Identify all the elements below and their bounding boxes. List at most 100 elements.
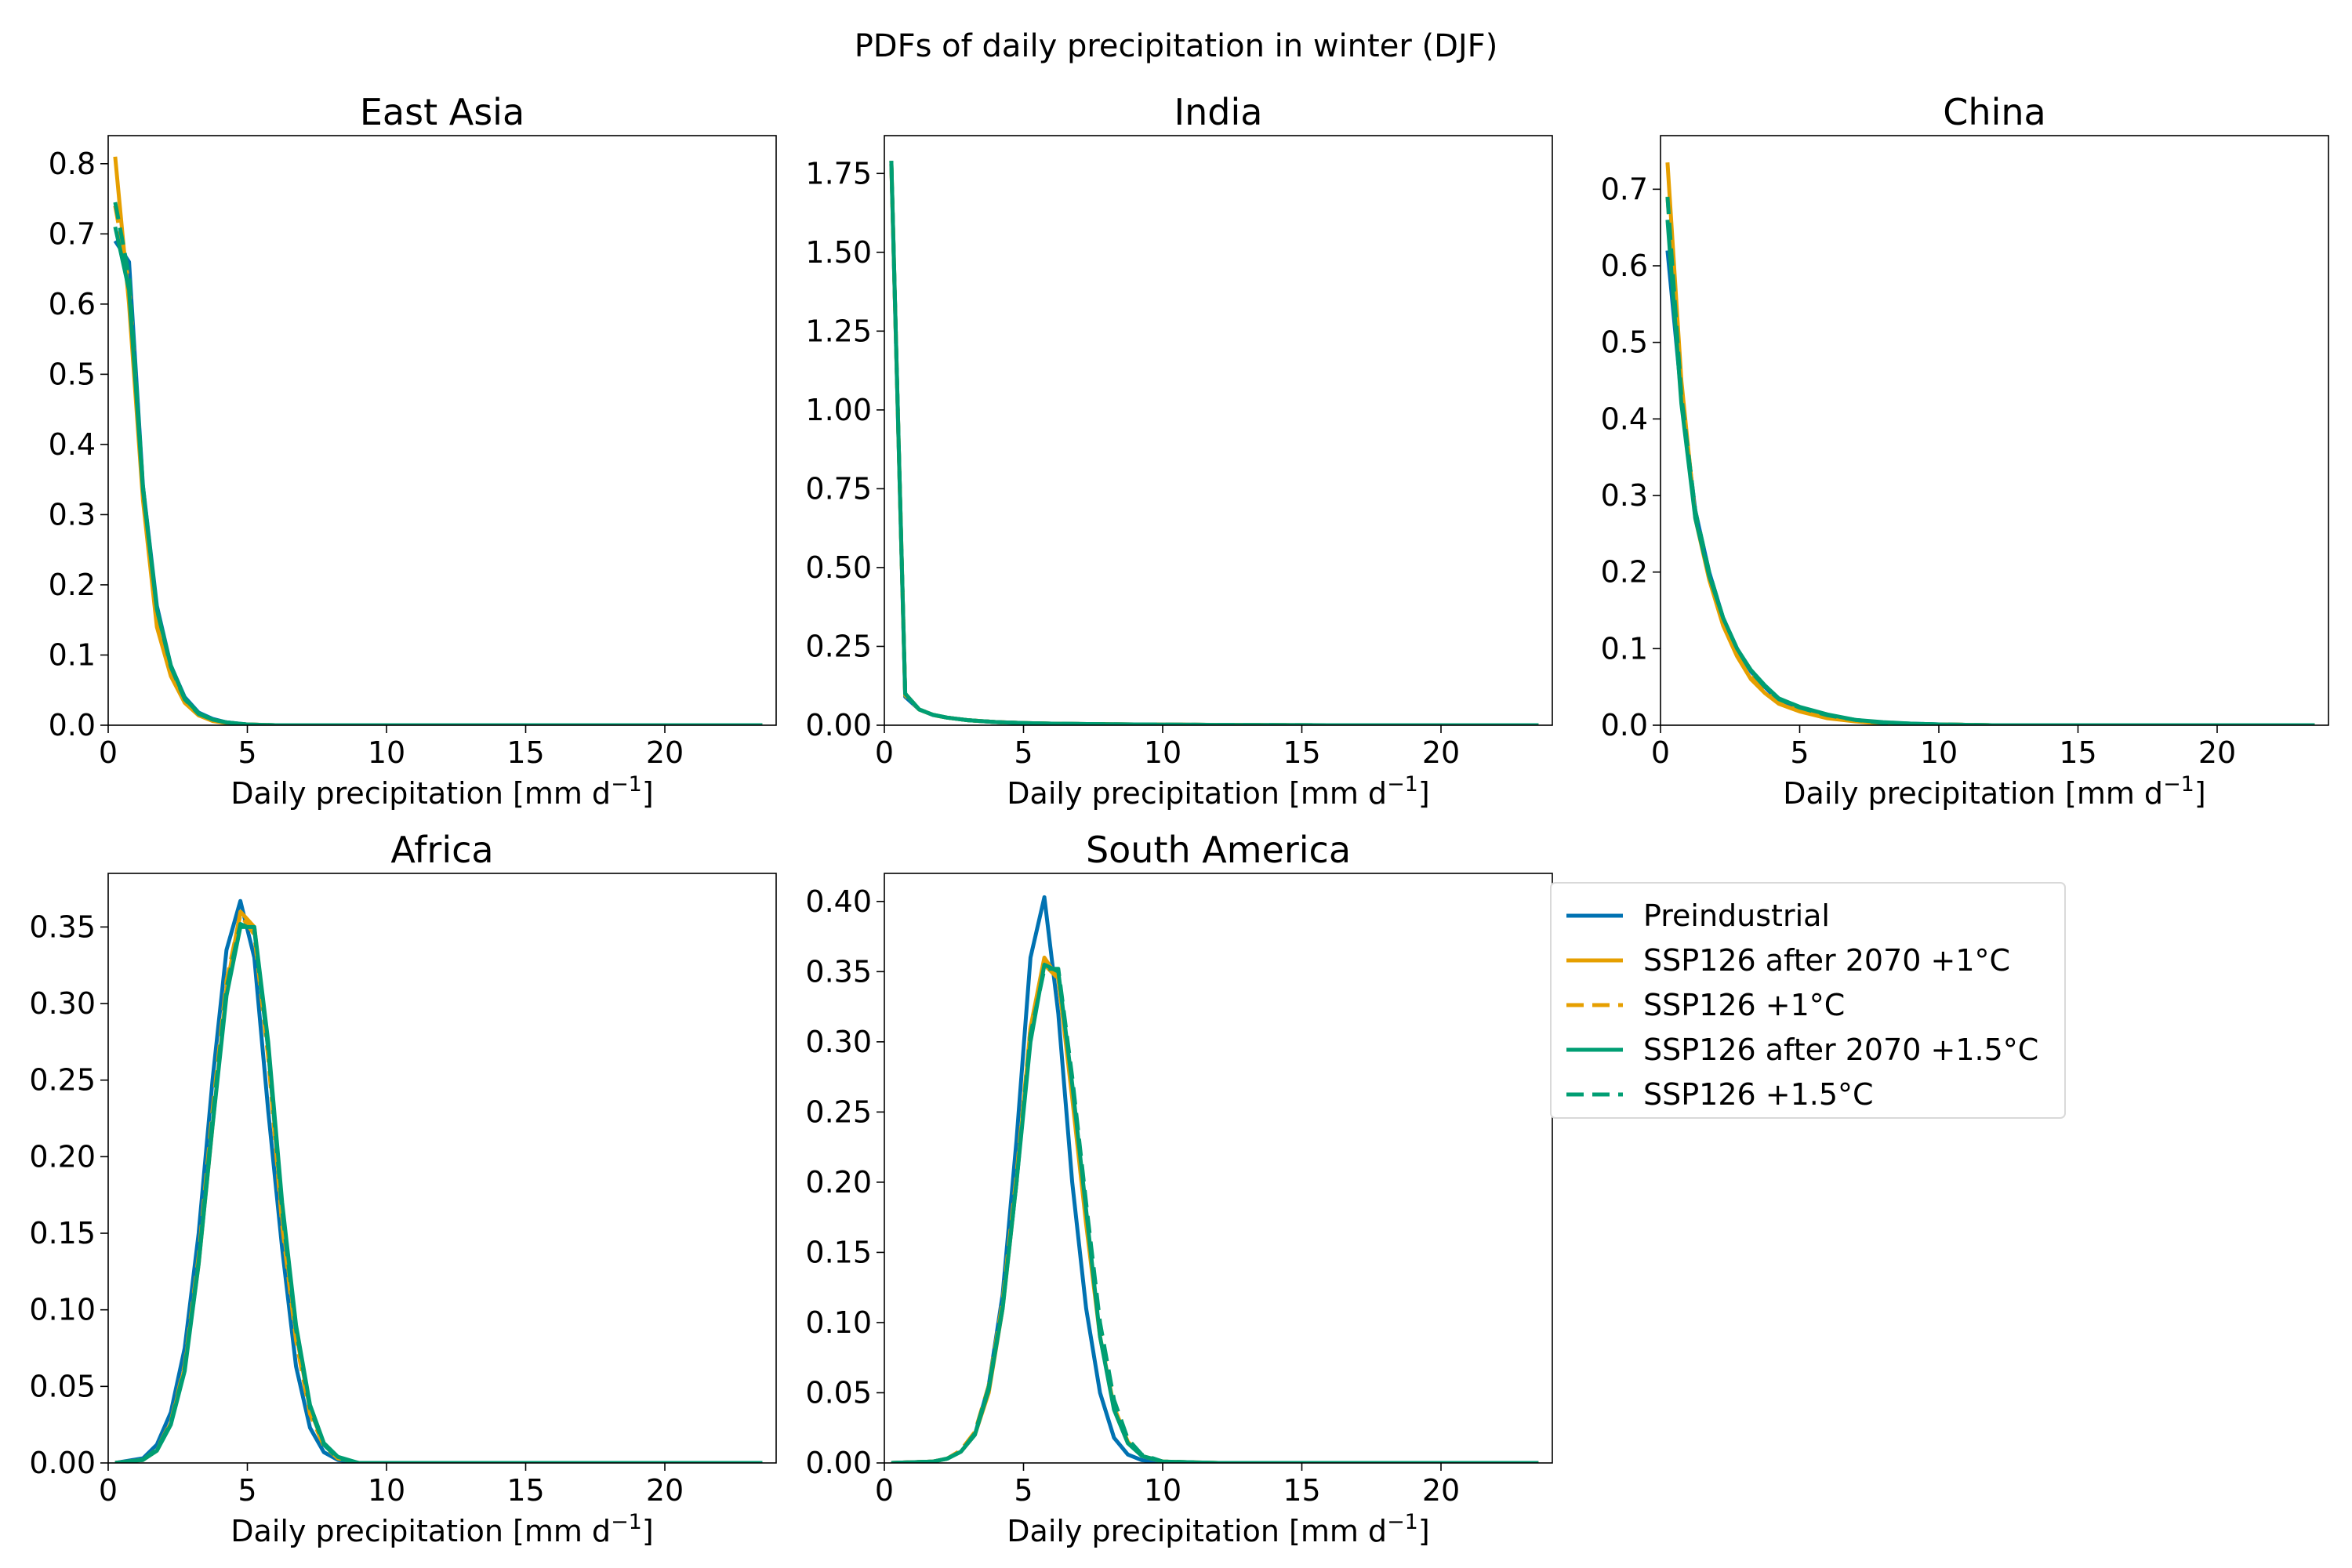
y-tick-label: 0.0 [49, 708, 96, 742]
panel-4: South America 0 5 10 15 20 0.00 0.05 0.10 0.15 0.2… [805, 829, 1553, 1548]
legend-label: SSP126 after 2070 +1.5°C [1643, 1033, 2038, 1067]
x-tick-label: 15 [1283, 735, 1320, 770]
x-axis-label-main: Daily precipitation [mm d [230, 1514, 611, 1548]
x-axis-label-sup: −1 [1387, 1510, 1418, 1534]
y-tick-label: 1.25 [805, 314, 872, 348]
panel-3: Africa 0 5 10 15 20 0.00 0.05 0.10 0.15 0.20 0.25 0.… [29, 829, 777, 1548]
panel-0: East Asia 0 5 10 15 20 0.0 0.1 0.2 0.3 0.4 0.5 0.6 0.… [49, 91, 777, 811]
panel-title: India [1174, 91, 1263, 133]
y-tick-label: 0.4 [49, 427, 96, 462]
x-tick-label: 15 [1283, 1473, 1320, 1508]
y-tick-label: 0.8 [49, 147, 96, 181]
y-tick-label: 0.20 [805, 1165, 872, 1200]
x-axis-label-sup: −1 [611, 1510, 642, 1534]
series-line [114, 909, 763, 1463]
y-tick-label: 0.1 [49, 637, 96, 672]
x-axis-label-tail: ] [1418, 776, 1430, 811]
panel-2: China 0 5 10 15 20 0.0 0.1 0.2 0.3 0.4 0.5 0.6 0.7 Dai… [1601, 91, 2329, 811]
x-tick-label: 15 [2059, 735, 2096, 770]
panel-title: China [1943, 91, 2045, 133]
series-line [114, 898, 763, 1463]
y-tick-label: 0.6 [1601, 249, 1648, 283]
x-tick-label: 20 [1422, 735, 1460, 770]
y-tick-label: 0.4 [1601, 401, 1648, 436]
y-tick-label: 0.1 [1601, 631, 1648, 666]
y-tick-label: 0.20 [29, 1139, 96, 1174]
series-group [891, 895, 1539, 1463]
x-axis-label-tail: ] [642, 776, 654, 811]
y-tick-label: 0.5 [1601, 325, 1648, 360]
axes-frame [107, 135, 777, 726]
series-group [113, 156, 763, 725]
y-tick-label: 0.15 [805, 1235, 872, 1269]
series-line [891, 895, 1539, 1463]
y-tick-label: 0.25 [29, 1063, 96, 1098]
series-line [889, 161, 1539, 725]
figure-suptitle: PDFs of daily precipitation in winter (D… [855, 28, 1498, 64]
x-tick-label: 0 [99, 1473, 118, 1508]
x-axis-label-main: Daily precipitation [mm d [1007, 1514, 1387, 1548]
x-tick-label: 10 [1144, 1473, 1181, 1508]
y-tick-label: 0.75 [805, 471, 872, 506]
x-axis-label-sup: −1 [1387, 772, 1418, 797]
x-axis-label-sup: −1 [611, 772, 642, 797]
series-line [1665, 196, 2315, 725]
y-tick-label: 0.5 [49, 357, 96, 391]
x-tick-label: 0 [875, 1473, 894, 1508]
y-tick-label: 0.35 [29, 909, 96, 944]
x-axis-label: Daily precipitation [mm d−1] [1007, 1510, 1429, 1548]
x-tick-label: 20 [1422, 1473, 1460, 1508]
y-tick-label: 0.0 [1601, 708, 1648, 742]
series-line [889, 164, 1539, 725]
series-line [114, 924, 763, 1463]
y-tick-label: 0.05 [29, 1369, 96, 1403]
x-tick-label: 10 [1920, 735, 1958, 770]
legend: Preindustrial SSP126 after 2070 +1°C SSP12… [1550, 882, 2066, 1119]
series-line [114, 922, 763, 1463]
x-axis-label-main: Daily precipitation [mm d [1007, 776, 1387, 811]
axes-frame [107, 873, 777, 1464]
y-tick-label: 0.2 [49, 568, 96, 602]
x-tick-label: 5 [238, 735, 256, 770]
y-tick-label: 0.40 [805, 884, 872, 919]
x-axis-label: Daily precipitation [mm d−1] [1783, 772, 2205, 811]
y-tick-label: 1.00 [805, 393, 872, 427]
legend-box [1550, 882, 2066, 1119]
y-tick-label: 0.50 [805, 550, 872, 585]
series-line [1665, 162, 2315, 725]
x-axis-label-tail: ] [642, 1514, 654, 1548]
y-tick-label: 0.7 [49, 216, 96, 251]
y-tick-label: 0.10 [805, 1305, 872, 1340]
x-axis-label-tail: ] [1418, 1514, 1430, 1548]
axes-frame [1660, 135, 2329, 726]
x-tick-label: 15 [506, 735, 544, 770]
series-line [113, 239, 763, 725]
y-tick-label: 0.00 [805, 708, 872, 742]
series-line [113, 226, 763, 725]
axes-frame [884, 135, 1553, 726]
x-axis-label: Daily precipitation [mm d−1] [1007, 772, 1429, 811]
y-tick-label: 0.30 [29, 986, 96, 1021]
x-tick-label: 15 [506, 1473, 544, 1508]
y-tick-label: 0.05 [805, 1375, 872, 1410]
x-tick-label: 0 [99, 735, 118, 770]
y-tick-label: 0.25 [805, 1094, 872, 1129]
y-tick-label: 0.6 [49, 287, 96, 321]
y-tick-label: 0.00 [805, 1446, 872, 1480]
x-tick-label: 20 [646, 735, 684, 770]
y-tick-label: 0.3 [49, 497, 96, 532]
panel-title: Africa [390, 829, 493, 871]
x-axis-label: Daily precipitation [mm d−1] [230, 772, 653, 811]
y-tick-label: 0.00 [29, 1446, 96, 1480]
series-group [114, 898, 763, 1463]
y-tick-label: 0.30 [805, 1025, 872, 1059]
x-tick-label: 20 [2198, 735, 2236, 770]
x-axis-label: Daily precipitation [mm d−1] [230, 1510, 653, 1548]
x-tick-label: 10 [368, 1473, 405, 1508]
y-tick-label: 0.25 [805, 629, 872, 663]
x-tick-label: 5 [238, 1473, 256, 1508]
x-axis-label-main: Daily precipitation [mm d [1783, 776, 2163, 811]
x-tick-label: 5 [1014, 735, 1033, 770]
x-tick-label: 10 [1144, 735, 1181, 770]
